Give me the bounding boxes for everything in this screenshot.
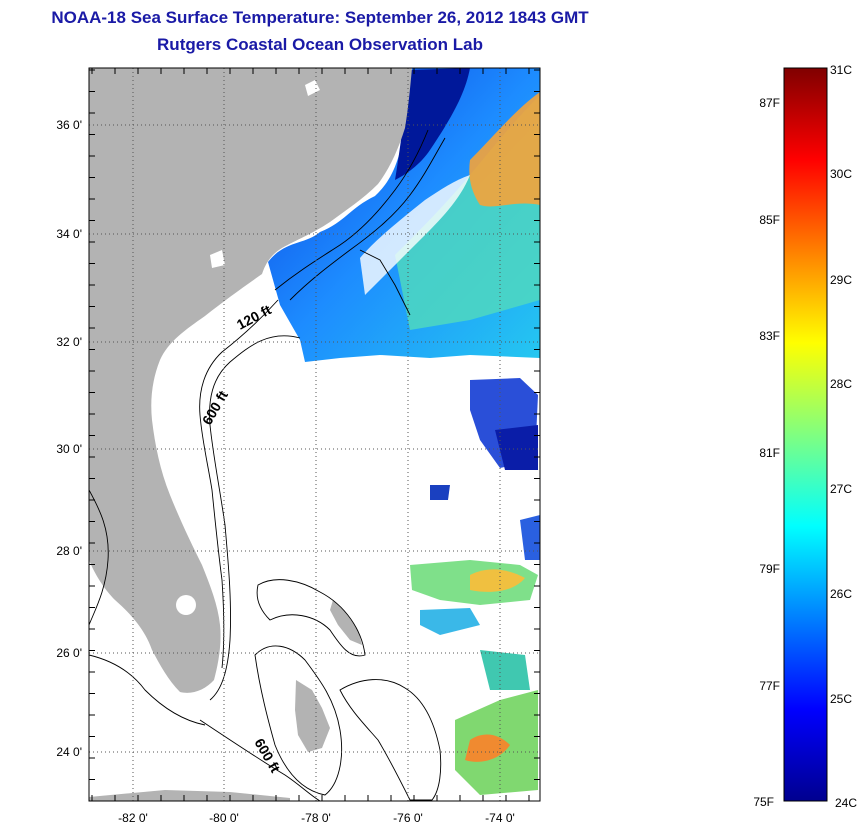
latitude-labels: 36 0' 34 0' 32 0' 30 0' 28 0' 26 0' 24 0…	[56, 118, 82, 759]
longitude-labels: -82 0' -80 0' -78 0' -76 0' -74 0'	[118, 811, 515, 825]
map-frame	[88, 67, 541, 802]
cbar-f-79: 79F	[759, 562, 780, 576]
lon-label-76: -76 0'	[393, 811, 423, 825]
cbar-f-83: 83F	[759, 329, 780, 343]
cbar-c-30: 30C	[830, 167, 852, 181]
cbar-c-25: 25C	[830, 692, 852, 706]
lon-label-82: -82 0'	[118, 811, 148, 825]
cbar-c-26: 26C	[830, 587, 852, 601]
lat-label-28: 28 0'	[56, 544, 82, 558]
lat-label-34: 34 0'	[56, 227, 82, 241]
cbar-f-81: 81F	[759, 446, 780, 460]
lat-label-32: 32 0'	[56, 335, 82, 349]
colorbar-celsius-labels: 31C 30C 29C 28C 27C 26C 25C 24C	[830, 63, 857, 810]
map-subtitle: Rutgers Coastal Ocean Observation Lab	[157, 35, 483, 54]
lat-label-24: 24 0'	[56, 745, 82, 759]
colorbar-ramp	[783, 67, 828, 802]
lat-label-30: 30 0'	[56, 442, 82, 456]
land-cuba	[89, 790, 290, 801]
cbar-c-24: 24C	[835, 796, 857, 810]
sst-cold-pool	[395, 68, 470, 180]
sst-cloud-gap	[360, 175, 470, 295]
land-us-mainland	[89, 68, 412, 693]
colorbar-fahrenheit-labels: 87F 85F 83F 81F 79F 77F 75F	[753, 96, 780, 809]
lon-label-80: -80 0'	[209, 811, 239, 825]
lat-label-26: 26 0'	[56, 646, 82, 660]
map-title: NOAA-18 Sea Surface Temperature: Septemb…	[51, 8, 589, 27]
cbar-c-29: 29C	[830, 273, 852, 287]
lon-label-74: -74 0'	[485, 811, 515, 825]
cbar-c-28: 28C	[830, 377, 852, 391]
sst-patches	[410, 378, 540, 795]
lon-label-78: -78 0'	[301, 811, 331, 825]
cbar-f-77: 77F	[759, 679, 780, 693]
minor-ticks	[89, 68, 540, 801]
sst-gulf-stream	[469, 92, 540, 207]
bathymetry-contours	[89, 129, 446, 801]
cbar-f-85: 85F	[759, 213, 780, 227]
cbar-f-87: 87F	[759, 96, 780, 110]
cbar-c-27: 27C	[830, 482, 852, 496]
cbar-c-31: 31C	[830, 63, 852, 77]
lat-label-36: 36 0'	[56, 118, 82, 132]
land-bahamas	[295, 600, 362, 752]
cbar-f-75: 75F	[753, 795, 774, 809]
